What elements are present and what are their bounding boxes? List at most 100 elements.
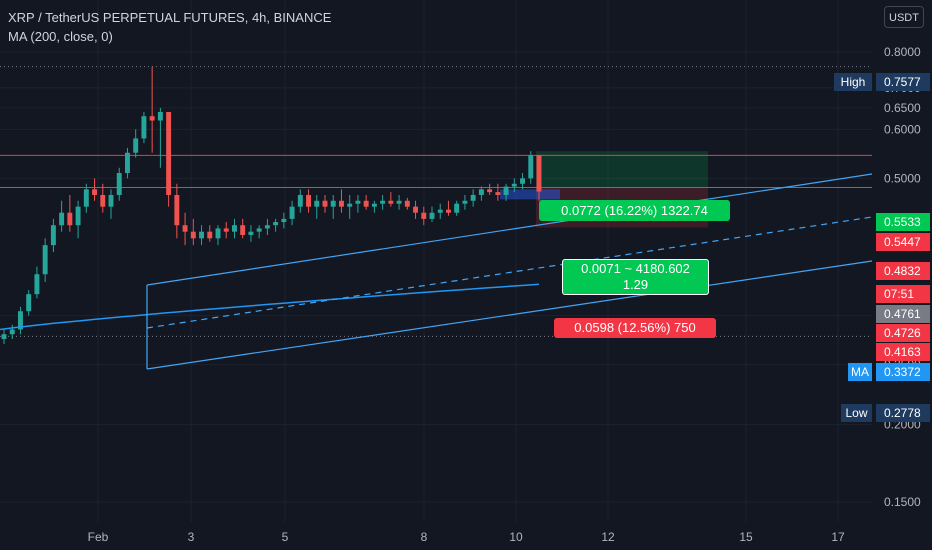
price-tag-value: 0.4726: [884, 326, 921, 340]
price-tag-label: High: [841, 75, 866, 89]
candle-body: [157, 111, 163, 121]
candle-body: [207, 231, 213, 239]
moving-average-line: [0, 283, 540, 331]
price-tag-value: 07:51: [884, 287, 914, 301]
candle-body: [182, 225, 188, 232]
candle-body: [264, 225, 270, 229]
candle-body: [248, 231, 254, 235]
price-tag: [876, 262, 930, 280]
x-tick-label: Feb: [88, 530, 109, 544]
candle-body: [240, 225, 246, 235]
candle-body: [108, 194, 114, 207]
x-tick-label: 5: [282, 530, 289, 544]
y-tick-label: 0.6500: [884, 101, 921, 115]
y-tick-label: 0.5000: [884, 171, 921, 185]
channel-upper: [146, 173, 873, 286]
price-tag: [876, 233, 930, 251]
candle-body: [322, 200, 328, 207]
currency-button[interactable]: USDT: [884, 6, 924, 28]
candle-body: [9, 329, 15, 335]
candle-body: [536, 155, 542, 192]
candle-body: [174, 194, 180, 226]
price-tag: [876, 305, 930, 323]
candle-body: [380, 200, 386, 204]
candle-body: [75, 206, 81, 226]
candle-body: [445, 209, 451, 213]
candle-body: [314, 200, 320, 207]
profit-target-label: 0.0772 (16.22%) 1322.74: [539, 200, 730, 221]
stop-loss-label: 0.0598 (12.56%) 750: [554, 318, 716, 338]
price-tag-label-bg: [834, 73, 872, 91]
candle-body: [199, 231, 205, 239]
candle-body: [495, 192, 501, 195]
candle-body: [503, 186, 509, 195]
price-tag-label: Low: [845, 406, 867, 420]
candle-body: [133, 138, 139, 153]
candle-body: [347, 203, 353, 207]
candle-body: [487, 189, 493, 193]
candle-body: [100, 194, 106, 207]
price-tag-value: 0.3372: [884, 365, 921, 379]
candle-body: [67, 212, 73, 226]
x-tick-label: 17: [831, 530, 845, 544]
candle-body: [42, 245, 48, 275]
candle-body: [289, 206, 295, 219]
price-tag: [876, 363, 930, 381]
price-tag-value: 0.4761: [884, 307, 921, 321]
candle-body: [528, 155, 534, 179]
x-tick-label: 10: [509, 530, 523, 544]
time-axis: [0, 522, 932, 550]
candle-body: [363, 200, 369, 207]
candle-body: [59, 212, 65, 226]
candle-body: [511, 183, 517, 187]
price-tag-value: 0.5533: [884, 215, 921, 229]
price-tag-label: MA: [851, 365, 869, 379]
candle-body: [149, 116, 155, 121]
candle-body: [124, 152, 130, 174]
price-tag-label-bg: [848, 363, 872, 381]
candle-body: [190, 231, 196, 239]
candle-body: [437, 209, 443, 213]
candle-body: [116, 173, 122, 195]
channel-median: [146, 216, 873, 329]
candle-body: [215, 228, 221, 239]
y-tick-label: 0.1500: [884, 495, 921, 509]
candle-body: [50, 225, 56, 246]
chart-legend: XRP / TetherUS PERPETUAL FUTURES, 4h, BI…: [8, 8, 331, 46]
x-tick-label: 12: [601, 530, 615, 544]
candle-body: [355, 200, 361, 204]
candle-body: [141, 116, 147, 139]
candle-body: [413, 206, 419, 213]
price-tag: [876, 213, 930, 231]
indicator-label[interactable]: MA (200, close, 0): [8, 29, 113, 44]
candle-body: [231, 225, 237, 232]
y-tick-label: 0.8000: [884, 45, 921, 59]
x-tick-label: 3: [188, 530, 195, 544]
candle-body: [478, 189, 484, 195]
price-tag-value: 0.7577: [884, 75, 921, 89]
price-tag-value: 0.4163: [884, 345, 921, 359]
candle-body: [404, 200, 410, 207]
candle-body: [429, 212, 435, 219]
x-tick-label: 15: [739, 530, 753, 544]
candle-body: [34, 274, 40, 295]
price-tag-value: 0.4832: [884, 264, 921, 278]
position-info-line2: 1.29: [622, 277, 649, 292]
candle-body: [1, 334, 7, 340]
x-tick-label: 8: [421, 530, 428, 544]
candle-body: [470, 194, 476, 201]
candle-body: [26, 294, 32, 312]
candle-body: [281, 218, 287, 223]
candle-body: [83, 189, 89, 207]
candle-body: [388, 200, 394, 204]
price-tag: [876, 324, 930, 342]
symbol-title[interactable]: XRP / TetherUS PERPETUAL FUTURES, 4h, BI…: [8, 10, 332, 25]
candle-body: [256, 228, 262, 232]
candle-body: [17, 311, 23, 330]
candle-body: [92, 189, 98, 195]
position-info-label[interactable]: 0.0071 ~ 4180.602 1.29: [562, 259, 709, 295]
price-tag: [876, 404, 930, 422]
price-tag-label-bg: [841, 404, 872, 422]
